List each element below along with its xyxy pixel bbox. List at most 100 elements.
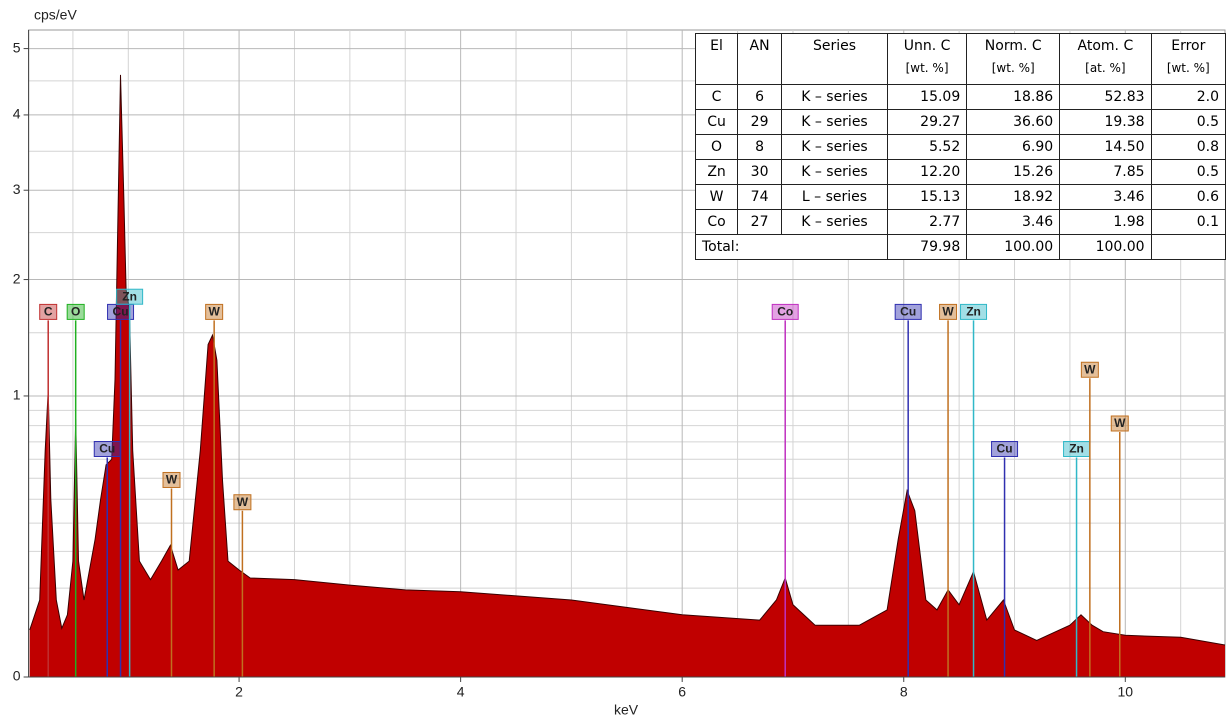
cell: [1150, 234, 1226, 260]
x-tick-label: 4: [457, 684, 465, 700]
cell: 0.6: [1150, 184, 1226, 210]
cell: 79.98: [886, 234, 968, 260]
header-name: Error: [1171, 38, 1206, 54]
cell: 15.26: [966, 159, 1061, 185]
y-tick-label: 2: [13, 270, 21, 286]
peak-label: W: [1084, 362, 1096, 376]
header-cell: Unn. C [wt. %]: [886, 33, 968, 85]
peak-label: Zn: [122, 289, 137, 303]
peak-label: Cu: [113, 305, 129, 319]
cell: 0.5: [1150, 109, 1226, 135]
cell: 0.5: [1150, 159, 1226, 185]
cell: K – series: [781, 84, 888, 110]
peak-label-box: [39, 303, 58, 320]
peak-label-box: [205, 303, 224, 320]
cell: W: [694, 184, 739, 210]
cell: 0.8: [1150, 134, 1226, 160]
total-row: Total: 79.98 100.00 100.00: [695, 234, 1226, 260]
cell: 1.98: [1059, 209, 1152, 235]
peak-label: Cu: [997, 442, 1013, 456]
peak-label: O: [71, 305, 80, 319]
cell: K – series: [781, 134, 888, 160]
header-name: Norm. C: [984, 38, 1042, 54]
peak-label: W: [942, 305, 954, 319]
data-row: W 74 L – series 15.13 18.92 3.46 0.6: [694, 184, 1226, 210]
cell: 29.27: [886, 109, 968, 135]
header-cell: El: [694, 33, 739, 85]
cell: 74: [737, 184, 783, 210]
results-table: El AN Series Unn. C [wt. %] Norm. C [wt. %] Ato…: [694, 33, 1226, 260]
cell: 7.85: [1059, 159, 1152, 185]
y-tick-label: 5: [13, 39, 21, 55]
cell: C: [694, 84, 739, 110]
header-unit: [wt. %]: [1166, 61, 1210, 75]
spectrum-area: [29, 74, 1226, 677]
peak-label: Zn: [1069, 442, 1084, 456]
peak-label: W: [208, 305, 220, 319]
y-tick-label: 0: [13, 668, 21, 684]
x-tick-label: 10: [1118, 684, 1134, 700]
data-row: Zn 30 K – series 12.20 15.26 7.85 0.5: [694, 159, 1226, 185]
cell: 100.00: [966, 234, 1061, 260]
x-tick-label: 6: [678, 684, 686, 700]
header-name: Atom. C: [1077, 38, 1134, 54]
header-unit: [wt. %]: [905, 61, 949, 75]
header-cell: AN: [737, 33, 783, 85]
header-name: Series: [812, 38, 856, 54]
data-row: Cu 29 K – series 29.27 36.60 19.38 0.5: [694, 109, 1226, 135]
peak-label-box: [991, 441, 1019, 458]
cell: 12.20: [886, 159, 968, 185]
cell: 0.1: [1150, 209, 1226, 235]
cell: 2.77: [886, 209, 968, 235]
header-row: El AN Series Unn. C [wt. %] Norm. C [wt. %] Ato…: [694, 33, 1226, 85]
peak-label: Co: [777, 305, 793, 319]
spectrum-line: [29, 74, 1226, 646]
y-tick-label: 3: [13, 181, 21, 197]
peak-label: W: [237, 495, 249, 509]
cell: 15.13: [886, 184, 968, 210]
header-name: Unn. C: [903, 38, 951, 54]
peak-label: C: [44, 305, 53, 319]
cell: 15.09: [886, 84, 968, 110]
cell: K – series: [781, 159, 888, 185]
data-row: Co 27 K – series 2.77 3.46 1.98 0.1: [694, 209, 1226, 235]
header-unit: [at. %]: [1085, 61, 1126, 75]
peak-label-box: [93, 441, 121, 458]
cell: K – series: [781, 109, 888, 135]
cell: 27: [737, 209, 783, 235]
peak-label-box: [116, 288, 144, 305]
peak-label-box: [66, 303, 85, 320]
cell: 6: [737, 84, 783, 110]
x-tick-label: 2: [235, 684, 243, 700]
cell: 14.50: [1059, 134, 1152, 160]
cell: Co: [694, 209, 739, 235]
cell: 6.90: [966, 134, 1061, 160]
cell: 2.0: [1150, 84, 1226, 110]
cell: L – series: [781, 184, 888, 210]
cell: 18.92: [966, 184, 1061, 210]
header-cell: Error [wt. %]: [1150, 33, 1226, 85]
cell: 36.60: [966, 109, 1061, 135]
cell: Total:: [695, 234, 888, 260]
header-cell: Atom. C [at. %]: [1059, 33, 1152, 85]
peak-label: W: [166, 473, 178, 487]
peak-label-box: [894, 303, 922, 320]
cell: 5.52: [886, 134, 968, 160]
cell: K – series: [781, 209, 888, 235]
header-cell: Series: [781, 33, 888, 85]
peak-label-box: [960, 303, 988, 320]
cell: 3.46: [1059, 184, 1152, 210]
peak-label-box: [162, 471, 181, 488]
y-tick-label: 4: [13, 106, 21, 122]
peak-label-box: [1110, 415, 1129, 432]
cell: 100.00: [1059, 234, 1152, 260]
cell: 8: [737, 134, 783, 160]
x-axis-label: keV: [614, 702, 639, 718]
header-unit: [wt. %]: [991, 61, 1035, 75]
cell: 30: [737, 159, 783, 185]
header-name: AN: [749, 38, 770, 54]
peak-label: W: [1114, 416, 1126, 430]
x-tick-label: 8: [900, 684, 908, 700]
peak-label-box: [771, 303, 799, 320]
